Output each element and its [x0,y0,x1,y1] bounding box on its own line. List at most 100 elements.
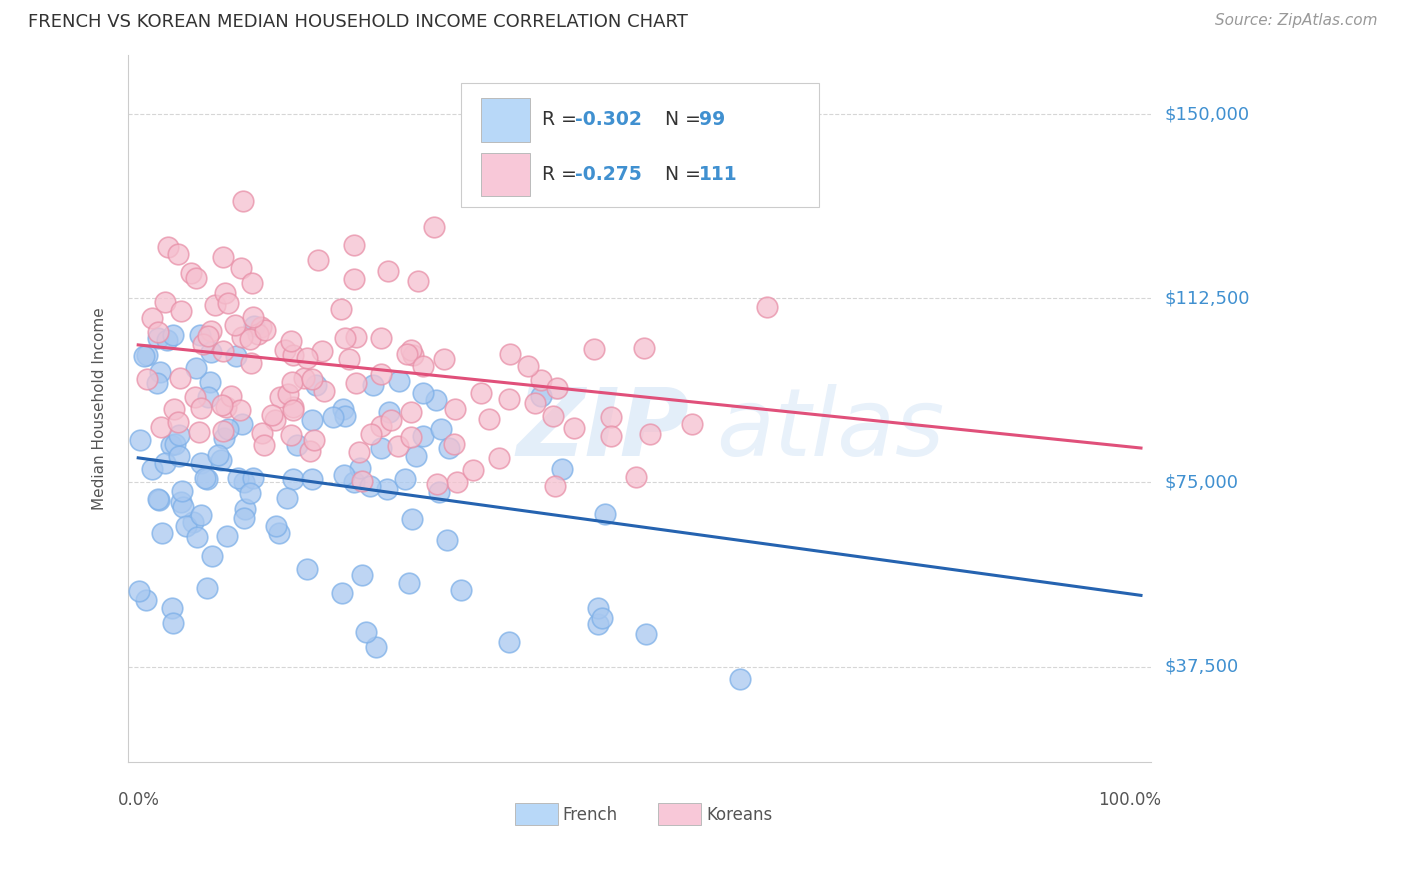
Point [343,475,366,489]
Point [349,461,371,475]
Point [406,274,429,288]
Point [200,345,222,359]
Point [207,448,229,462]
Point [370,367,392,381]
Point [246,327,269,342]
Point [165,437,187,451]
Point [172,484,194,499]
Point [273,343,295,357]
Point [264,413,287,427]
Point [640,426,662,441]
Point [450,582,472,597]
Point [285,438,308,452]
Point [224,318,246,333]
Point [370,441,392,455]
Point [322,409,344,424]
Point [215,400,238,414]
Text: $37,500: $37,500 [1166,657,1239,675]
Point [253,323,276,337]
Point [295,561,318,575]
Point [370,331,392,345]
Point [229,261,252,276]
Point [280,428,302,442]
FancyBboxPatch shape [515,803,558,825]
Point [211,398,233,412]
Text: FRENCH VS KOREAN MEDIAN HOUSEHOLD INCOME CORRELATION CHART: FRENCH VS KOREAN MEDIAN HOUSEHOLD INCOME… [28,13,688,31]
Point [148,493,170,508]
Point [394,472,416,486]
Point [360,427,382,442]
Point [170,495,193,509]
Point [217,529,239,543]
Point [583,342,606,356]
Point [299,444,322,458]
Y-axis label: Median Household Income: Median Household Income [93,308,107,510]
Point [195,472,218,486]
Point [156,333,179,347]
Point [195,581,218,595]
Point [174,519,197,533]
Text: N =: N = [665,165,707,184]
Point [181,515,204,529]
Point [426,477,449,491]
Point [233,475,256,489]
Point [599,141,621,155]
Point [156,239,179,253]
Point [633,341,655,355]
Text: N =: N = [665,110,707,129]
Point [149,419,172,434]
Point [330,302,353,317]
Point [231,329,253,343]
Point [180,266,202,280]
Point [470,385,492,400]
Point [301,413,323,427]
Point [352,474,374,488]
Point [190,401,212,415]
Point [343,237,366,252]
Point [343,272,366,286]
Point [184,360,207,375]
Point [212,343,235,358]
Point [439,441,461,455]
Point [233,502,256,516]
Point [276,491,298,505]
Point [231,417,253,431]
Point [333,409,356,423]
Point [377,263,399,277]
Point [412,359,434,374]
Point [366,640,388,654]
Point [498,392,520,407]
Point [128,433,150,447]
Point [280,334,302,348]
Point [330,586,353,600]
Point [682,417,704,431]
Point [378,404,401,418]
Point [405,450,427,464]
Point [399,404,422,418]
Point [624,470,647,484]
Point [187,425,209,439]
Point [591,611,613,625]
Point [160,438,183,452]
Point [595,507,617,521]
Point [305,377,328,392]
Point [388,374,411,388]
Point [396,347,419,361]
Point [277,386,299,401]
Text: $75,000: $75,000 [1166,474,1239,491]
Point [344,329,367,343]
Point [600,429,623,443]
Point [399,430,422,444]
Text: 100.0%: 100.0% [1098,790,1161,809]
Point [311,344,333,359]
Point [333,330,356,344]
Text: ZIP: ZIP [517,384,690,476]
Point [347,445,370,459]
Point [307,252,329,267]
Point [429,484,451,499]
Point [149,365,172,379]
Point [295,351,318,366]
Point [253,438,276,452]
Point [544,478,567,492]
Point [301,472,323,486]
